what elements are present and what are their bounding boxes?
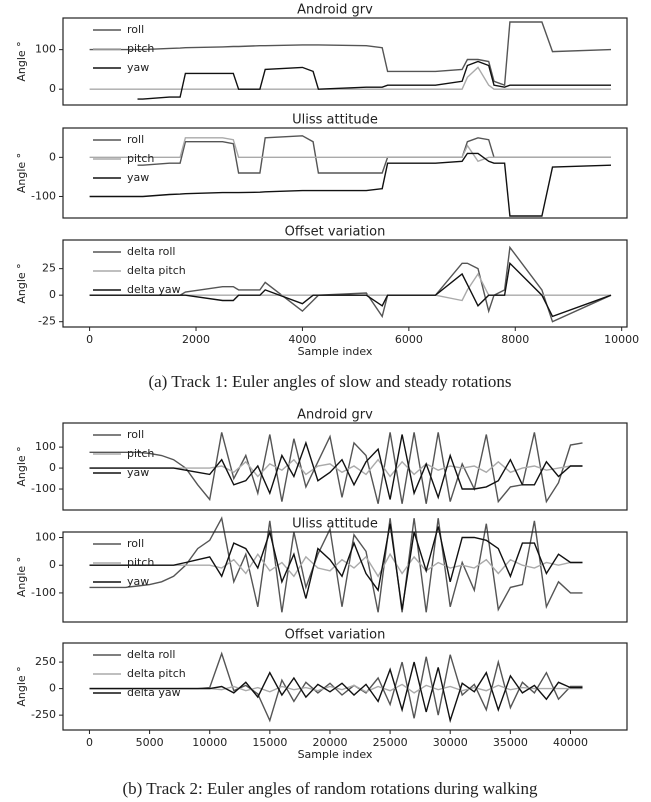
x-tick-label: 0 xyxy=(86,333,93,346)
legend-label: yaw xyxy=(127,61,149,74)
legend-label: roll xyxy=(127,23,144,36)
x-tick-label: 4000 xyxy=(288,333,316,346)
legend-label: delta yaw xyxy=(127,283,181,296)
x-tick-label: 25000 xyxy=(373,736,408,749)
plot-frame xyxy=(62,239,628,328)
y-tick-label: -100 xyxy=(31,482,56,495)
y-axis-label: Angle ° xyxy=(15,557,28,597)
chart-title: Offset variation xyxy=(285,225,386,240)
plot-frame xyxy=(62,531,628,623)
series-line xyxy=(137,60,611,100)
y-tick-label: 0 xyxy=(49,288,56,301)
x-tick-label: 2000 xyxy=(182,333,210,346)
x-tick-label: 8000 xyxy=(501,333,529,346)
x-tick-label: 20000 xyxy=(312,736,347,749)
caption: (b) Track 2: Euler angles of random rota… xyxy=(122,779,538,798)
legend-label: pitch xyxy=(127,447,154,460)
chart-title: Uliss attitude xyxy=(292,113,378,128)
x-tick-label: 35000 xyxy=(493,736,528,749)
x-tick-label: 15000 xyxy=(252,736,287,749)
plot-frame xyxy=(62,17,628,106)
y-axis-label: Angle ° xyxy=(15,41,28,81)
legend-label: delta roll xyxy=(127,648,175,661)
series-line xyxy=(89,523,583,610)
y-axis-label: Angle ° xyxy=(15,446,28,486)
chart-title: Uliss attitude xyxy=(292,517,378,532)
plot-frame xyxy=(62,422,628,511)
y-tick-label: 0 xyxy=(49,558,56,571)
legend-label: yaw xyxy=(127,466,149,479)
y-tick-label: -25 xyxy=(38,315,56,328)
legend-label: delta pitch xyxy=(127,667,186,680)
legend-label: roll xyxy=(127,537,144,550)
legend-label: delta pitch xyxy=(127,264,186,277)
legend-label: pitch xyxy=(127,42,154,55)
x-tick-label: 40000 xyxy=(553,736,588,749)
legend-label: yaw xyxy=(127,171,149,184)
chart-title: Android grv xyxy=(297,3,373,18)
series-line xyxy=(89,21,612,87)
x-tick-label: 30000 xyxy=(433,736,468,749)
series-line xyxy=(89,137,611,163)
y-axis-label: Angle ° xyxy=(15,666,28,706)
plot-frame xyxy=(62,642,628,731)
y-tick-label: 100 xyxy=(35,531,56,544)
series-line xyxy=(89,434,583,500)
caption: (a) Track 1: Euler angles of slow and st… xyxy=(148,372,511,391)
y-tick-label: 100 xyxy=(35,43,56,56)
series-line xyxy=(89,66,611,90)
y-tick-label: 0 xyxy=(49,682,56,695)
legend-label: roll xyxy=(127,133,144,146)
y-axis-label: Angle ° xyxy=(15,153,28,193)
y-tick-label: 25 xyxy=(42,262,56,275)
y-tick-label: 0 xyxy=(49,150,56,163)
x-axis-label: Sample index xyxy=(298,345,373,358)
legend-label: roll xyxy=(127,428,144,441)
series-line xyxy=(89,261,612,318)
y-tick-label: 0 xyxy=(49,82,56,95)
y-axis-label: Angle ° xyxy=(15,263,28,303)
chart-title: Offset variation xyxy=(285,628,386,643)
legend-label: delta roll xyxy=(127,245,175,258)
plot-frame xyxy=(62,127,628,219)
legend-label: pitch xyxy=(127,152,154,165)
x-axis-label: Sample index xyxy=(298,748,373,761)
y-tick-label: 0 xyxy=(49,461,56,474)
series-line xyxy=(89,152,612,217)
x-tick-label: 6000 xyxy=(395,333,423,346)
y-tick-label: 250 xyxy=(35,655,56,668)
y-tick-label: -250 xyxy=(31,708,56,721)
x-tick-label: 0 xyxy=(86,736,93,749)
x-tick-label: 10000 xyxy=(604,333,639,346)
x-tick-label: 10000 xyxy=(192,736,227,749)
y-tick-label: 100 xyxy=(35,440,56,453)
series-line xyxy=(137,135,611,174)
legend-label: pitch xyxy=(127,556,154,569)
y-tick-label: -100 xyxy=(31,586,56,599)
x-tick-label: 5000 xyxy=(136,736,164,749)
chart-title: Android grv xyxy=(297,408,373,423)
legend-label: delta yaw xyxy=(127,686,181,699)
legend-label: yaw xyxy=(127,575,149,588)
y-tick-label: -100 xyxy=(31,189,56,202)
series-line xyxy=(89,661,583,724)
